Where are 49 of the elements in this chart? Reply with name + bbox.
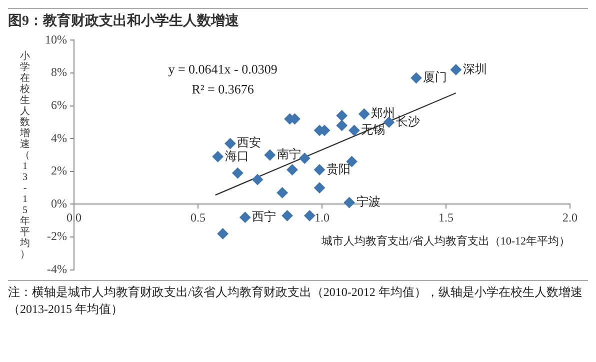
point (410, 72, 422, 84)
y-tick-label: 8% (50, 65, 67, 80)
y-tick-label: -2% (46, 229, 67, 244)
annotation: 西安 (237, 136, 262, 150)
annotation: R² = 0.3676 (192, 82, 254, 97)
y-tick-label: 10% (44, 32, 67, 46)
annotation: 南宁 (276, 147, 301, 162)
y-tick-label: 6% (50, 98, 67, 112)
point (224, 138, 236, 150)
x-tick-label: 0.5 (190, 210, 206, 225)
annotation: 郑州 (371, 106, 396, 120)
point (212, 151, 224, 162)
annotation: y = 0.0641x - 0.0309 (168, 62, 278, 77)
x-tick-label: 1.5 (438, 210, 454, 225)
x-tick-label: 1.0 (314, 210, 330, 225)
annotation: 西宁 (252, 209, 276, 224)
y-tick-label: -4% (46, 262, 67, 276)
point (276, 187, 288, 198)
point (344, 197, 355, 208)
point (252, 174, 264, 186)
annotation: 宁波 (356, 194, 380, 209)
point (286, 164, 298, 176)
point (282, 210, 293, 222)
x-tick-label: 2.0 (562, 210, 578, 225)
text: 小学在校生人数增速（13-15年平均） (20, 50, 30, 260)
y-tick-label: 2% (50, 164, 67, 178)
point (314, 164, 326, 176)
point (314, 182, 326, 194)
y-tick-label: 0% (50, 196, 67, 210)
annotation: 厦门 (423, 70, 448, 84)
point (336, 110, 348, 122)
annotation: 贵阳 (326, 162, 351, 176)
point (217, 228, 228, 240)
point (336, 120, 348, 131)
annotation: 长沙 (396, 114, 420, 128)
point (240, 212, 251, 223)
point (450, 64, 462, 76)
point (304, 210, 316, 222)
chart-title: 图9：教育财政支出和小学生人数增速 (8, 8, 588, 30)
x-axis-title: 城市人均教育支出/省人均教育支出（10-12年平均） (320, 234, 570, 248)
point (264, 150, 276, 160)
text: 注：横轴是城市人均教育财政支出/该省人均教育财政支出（2010-2012 年均值），纵轴是小学在校生人数增速（2013-2015 年均值） (8, 284, 584, 318)
point (299, 152, 310, 164)
point (358, 108, 370, 120)
y-tick-label: 4% (50, 130, 67, 145)
point (348, 124, 360, 136)
point (232, 168, 244, 179)
annotation: 海口 (224, 148, 249, 163)
annotation: 深圳 (462, 62, 487, 76)
